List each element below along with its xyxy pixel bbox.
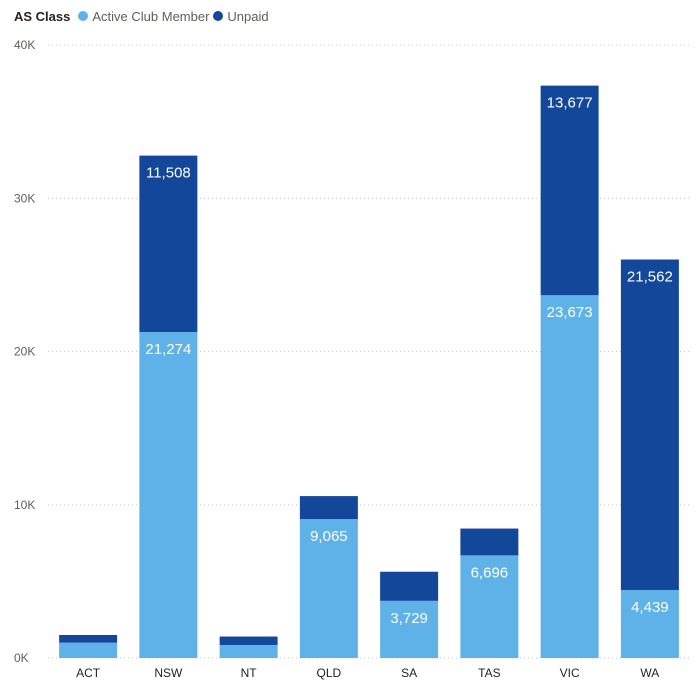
bar-act-active[interactable] xyxy=(59,642,118,658)
bar-nsw-active[interactable] xyxy=(139,331,198,658)
bar-nt-active[interactable] xyxy=(219,644,278,658)
data-label: 23,673 xyxy=(547,304,593,321)
x-tick-label: SA xyxy=(401,666,417,680)
legend-item-active[interactable]: Active Club Member xyxy=(78,9,209,24)
y-tick-label: 30K xyxy=(14,191,35,205)
x-tick-label: WA xyxy=(640,666,659,680)
bar-vic-active[interactable] xyxy=(540,295,599,658)
x-tick-label: TAS xyxy=(478,666,500,680)
legend-title: AS Class xyxy=(14,8,71,24)
y-tick-label: 10K xyxy=(14,498,35,512)
y-tick-label: 0K xyxy=(14,651,29,665)
bar-act-unpaid[interactable] xyxy=(59,635,118,643)
x-tick-label: NSW xyxy=(154,666,183,680)
bar-qld-active[interactable] xyxy=(299,519,358,658)
bar-wa-unpaid[interactable] xyxy=(620,259,679,590)
bar-wa-active[interactable] xyxy=(620,589,679,658)
data-label: 3,729 xyxy=(390,610,428,627)
bar-tas-unpaid[interactable] xyxy=(460,528,519,556)
data-label: 21,274 xyxy=(145,341,191,358)
data-label: 9,065 xyxy=(310,528,348,545)
x-tick-label: VIC xyxy=(560,666,580,680)
legend-swatch-active xyxy=(78,11,89,21)
legend-label-active: Active Club Member xyxy=(92,8,210,24)
bar-qld-unpaid[interactable] xyxy=(299,496,358,520)
data-label: 21,562 xyxy=(627,269,673,286)
y-tick-label: 20K xyxy=(14,345,35,359)
legend-label-unpaid: Unpaid xyxy=(227,8,269,24)
chart-legend: AS Class Active Club Member Unpaid xyxy=(14,6,273,26)
y-tick-label: 40K xyxy=(14,38,35,52)
legend-swatch-unpaid xyxy=(213,11,224,21)
bar-nt-unpaid[interactable] xyxy=(219,636,278,645)
legend-item-unpaid[interactable]: Unpaid xyxy=(213,8,269,24)
data-label: 11,508 xyxy=(146,165,191,182)
bar-vic-unpaid[interactable] xyxy=(540,85,599,296)
x-tick-label: QLD xyxy=(317,666,342,680)
bar-sa-active[interactable] xyxy=(380,600,439,658)
x-tick-label: NT xyxy=(241,666,258,680)
x-tick-label: ACT xyxy=(76,666,101,680)
bar-sa-unpaid[interactable] xyxy=(380,571,439,601)
bar-tas-active[interactable] xyxy=(460,555,519,658)
data-label: 6,696 xyxy=(471,564,509,581)
bar-nsw-unpaid[interactable] xyxy=(139,155,198,332)
data-label: 4,439 xyxy=(631,599,669,616)
data-label: 13,677 xyxy=(547,95,593,112)
